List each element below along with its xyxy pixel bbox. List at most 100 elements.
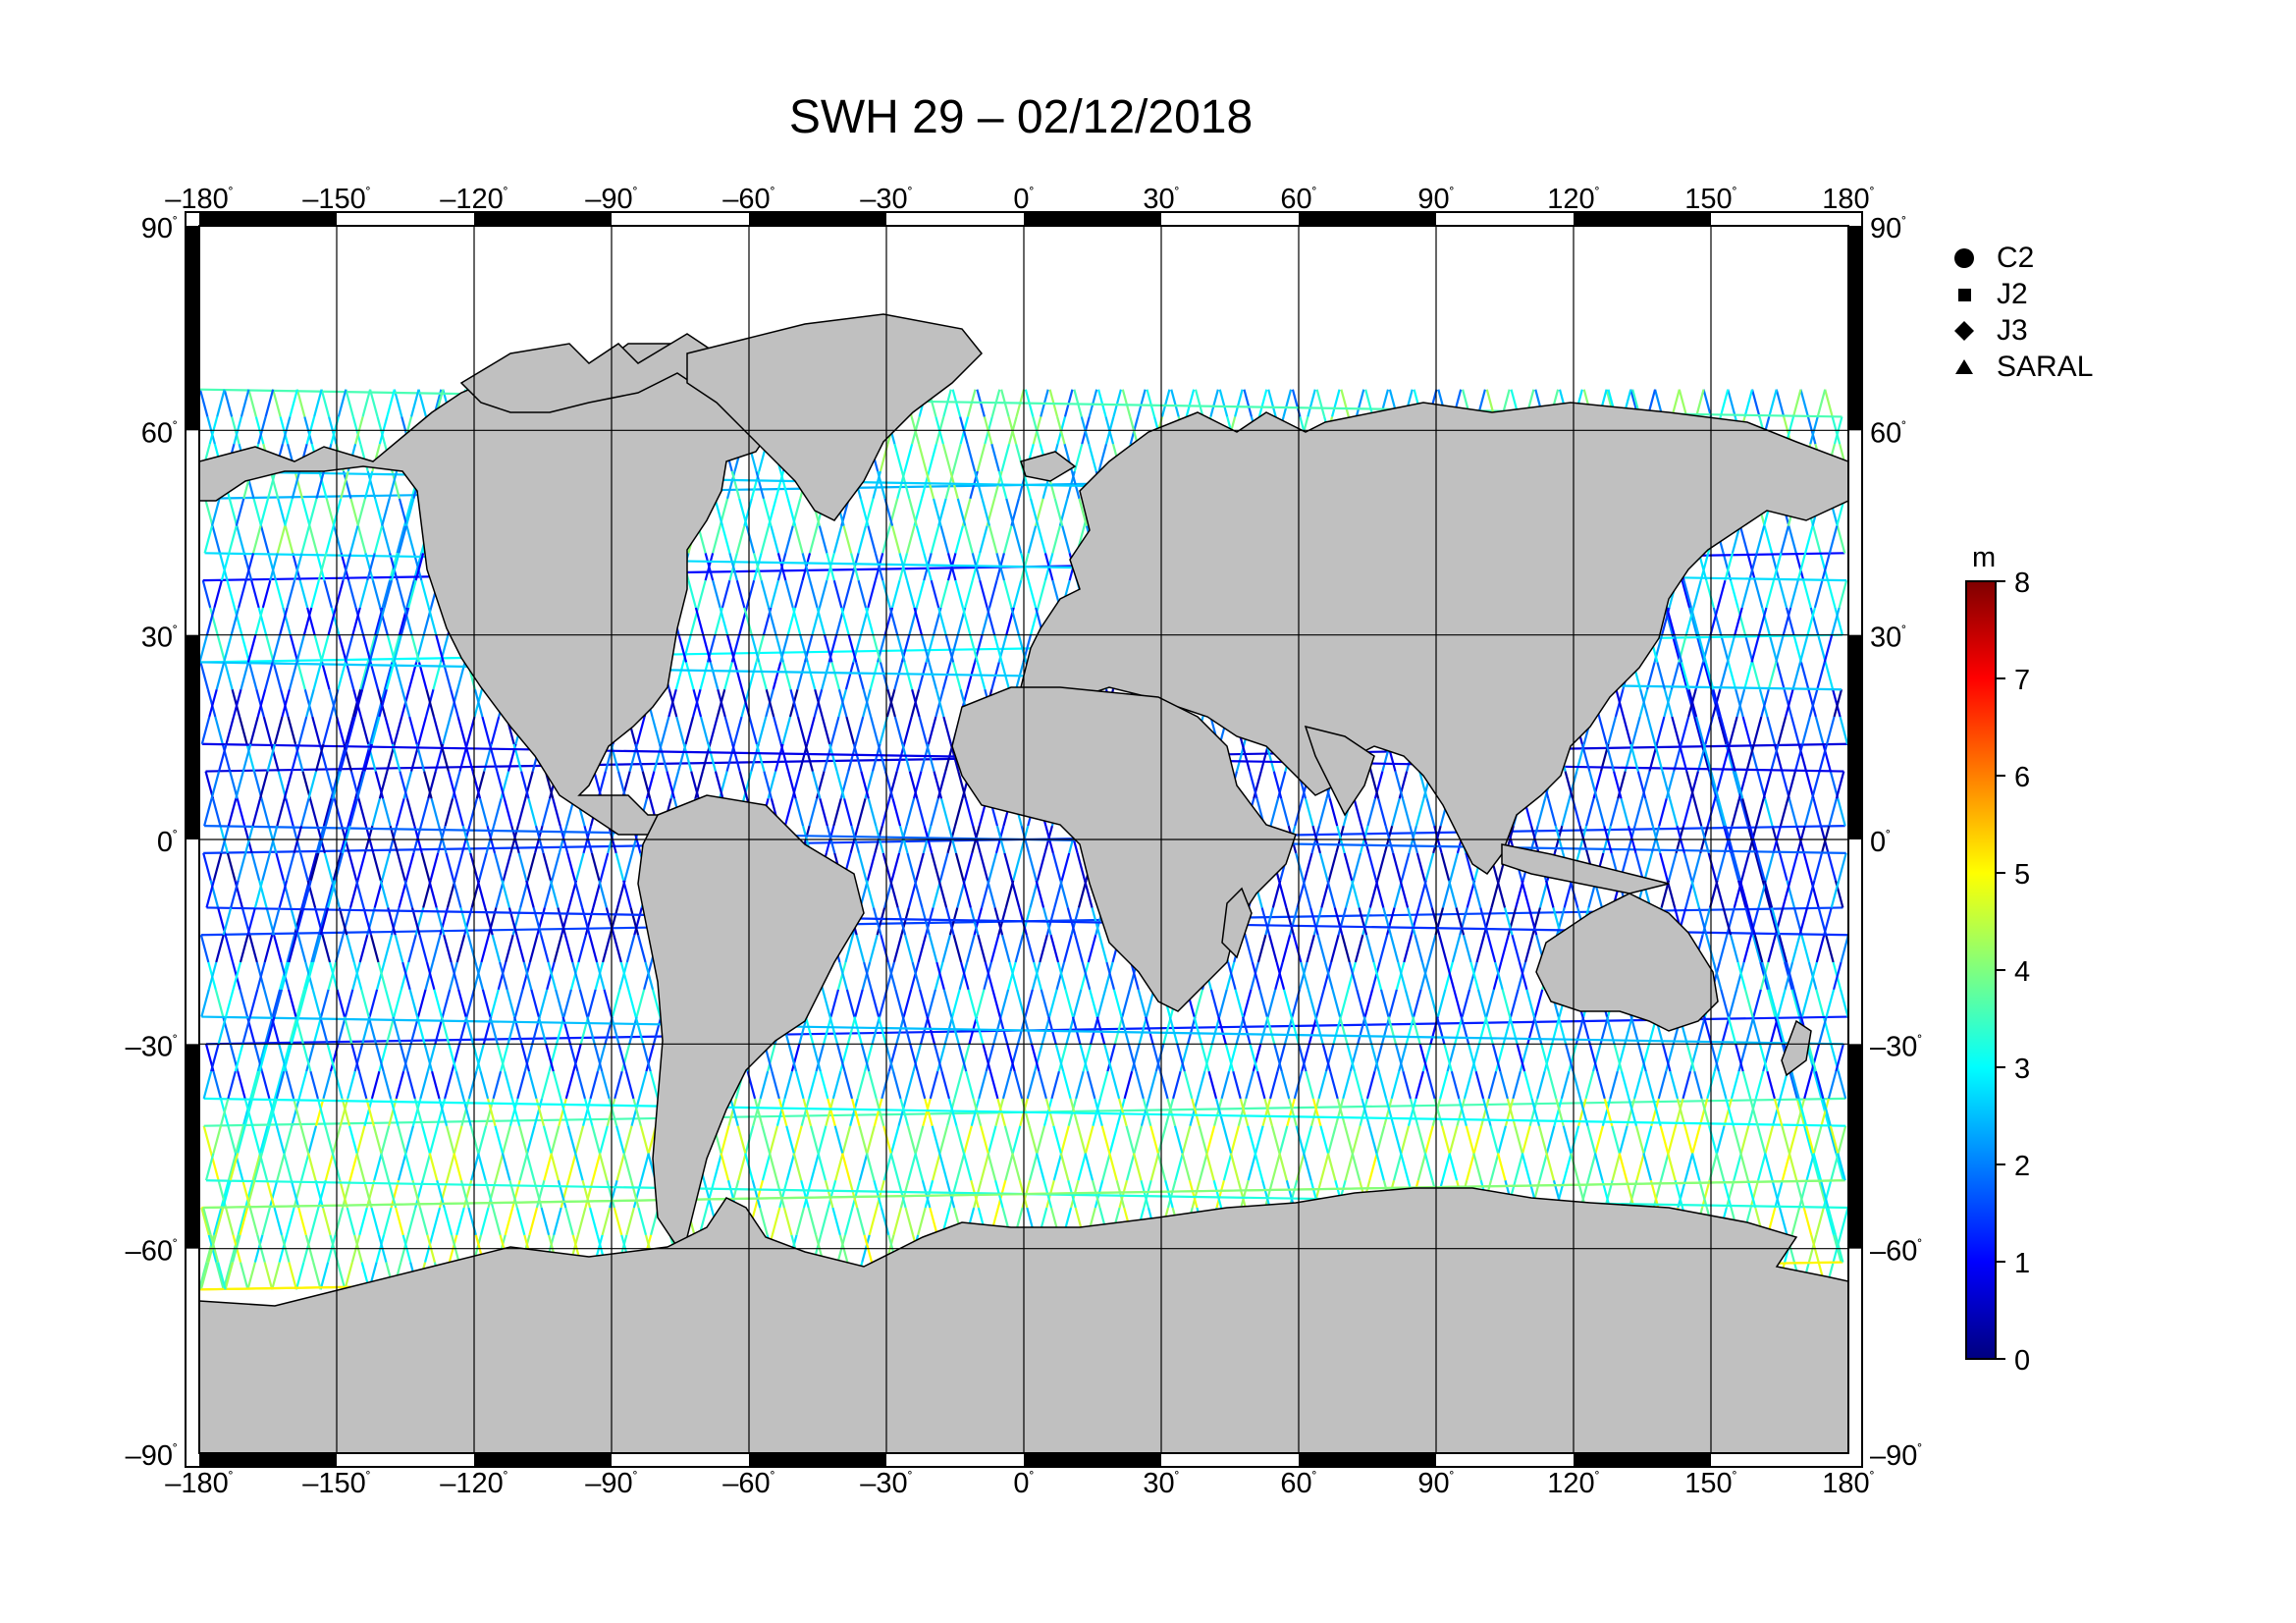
track-segment — [852, 743, 863, 772]
lon-tick-label: 150˚ — [1684, 184, 1736, 215]
frame-segment — [1848, 1044, 1862, 1249]
track-segment — [937, 880, 948, 908]
track-segment — [1074, 934, 1084, 963]
track-segment — [1462, 934, 1472, 963]
track-segment — [1763, 525, 1774, 554]
track-segment — [382, 1070, 393, 1100]
track-segment — [220, 1179, 230, 1209]
track-segment — [259, 1125, 269, 1154]
track-segment — [499, 961, 508, 991]
track-segment — [548, 1044, 559, 1072]
track-segment — [365, 1098, 375, 1126]
track-segment — [240, 389, 250, 417]
track-segment — [402, 1044, 412, 1072]
track-segment — [1237, 1098, 1248, 1126]
track-segment — [1605, 743, 1616, 772]
track-segment — [1261, 1098, 1272, 1126]
track-segment — [405, 579, 415, 609]
track-segment — [293, 1179, 303, 1209]
track-segment — [231, 688, 241, 718]
track-segment — [263, 989, 273, 1017]
track-segment — [479, 1207, 490, 1236]
track-segment — [583, 1098, 594, 1126]
track-segment — [259, 771, 269, 799]
track-segment — [1807, 1044, 1817, 1072]
track-segment — [259, 498, 270, 526]
track-segment — [1570, 1125, 1580, 1154]
track-segment — [1036, 1125, 1046, 1154]
track-segment — [1273, 1044, 1283, 1072]
track-segment — [940, 1070, 950, 1100]
track-segment — [268, 1179, 279, 1209]
track-segment — [1764, 1153, 1774, 1181]
track-segment — [770, 525, 779, 554]
track-segment — [1055, 961, 1066, 991]
track-segment — [1678, 389, 1688, 417]
track-segment — [957, 1044, 968, 1072]
track-segment — [677, 634, 688, 663]
track-segment — [1289, 907, 1299, 936]
track-segment — [243, 1098, 254, 1126]
track-segment — [779, 743, 790, 772]
track-segment — [911, 688, 921, 718]
track-segment — [1404, 989, 1415, 1017]
track-segment — [601, 1070, 611, 1100]
track-segment — [1112, 989, 1123, 1017]
track-segment — [362, 634, 372, 663]
track-segment — [824, 1179, 834, 1209]
track-segment — [891, 798, 902, 827]
track-segment — [1838, 579, 1848, 609]
track-segment — [1475, 934, 1486, 963]
track-segment — [800, 1098, 811, 1126]
track-segment — [1106, 1044, 1116, 1072]
track-segment — [465, 989, 476, 1017]
track-segment — [292, 553, 301, 581]
track-segment — [1239, 1098, 1250, 1126]
track-segment — [809, 1125, 820, 1154]
track-segment — [614, 852, 625, 881]
track-segment — [505, 934, 514, 963]
track-segment — [1788, 798, 1798, 827]
track-segment — [1367, 852, 1377, 881]
track-segment — [855, 934, 866, 963]
track-segment — [1120, 1016, 1130, 1045]
track-segment — [939, 579, 950, 609]
track-segment — [400, 607, 410, 635]
track-segment — [237, 852, 247, 881]
track-segment — [406, 1207, 417, 1236]
track-segment — [951, 989, 961, 1017]
track-segment — [288, 1016, 298, 1045]
track-segment — [867, 579, 877, 609]
track-segment — [247, 662, 258, 690]
track-segment — [1743, 634, 1754, 663]
track-segment — [845, 989, 856, 1017]
track-segment — [237, 1070, 246, 1100]
track-segment — [1828, 798, 1838, 827]
track-segment — [279, 607, 289, 635]
track-segment — [721, 525, 731, 554]
frame-segment — [1574, 212, 1711, 226]
track-segment — [1376, 852, 1386, 881]
track-segment — [216, 634, 227, 663]
track-segment — [1081, 961, 1092, 991]
track-segment — [1369, 771, 1380, 799]
track-segment — [642, 1044, 652, 1072]
track-segment — [1678, 743, 1688, 772]
track-segment — [1251, 961, 1261, 991]
track-segment — [342, 1179, 351, 1209]
track-segment — [1825, 1207, 1836, 1236]
track-segment — [727, 1098, 737, 1126]
track-segment — [1744, 1016, 1755, 1045]
track-segment — [296, 662, 306, 690]
track-segment — [1363, 989, 1374, 1017]
track-segment — [826, 553, 835, 581]
track-segment — [1463, 1070, 1473, 1100]
track-segment — [806, 662, 817, 690]
track-segment — [297, 1070, 308, 1100]
track-segment — [314, 1179, 325, 1209]
track-segment — [342, 470, 352, 500]
track-segment — [1699, 553, 1710, 581]
track-segment — [1303, 1125, 1313, 1154]
track-segment — [964, 579, 974, 609]
track-segment — [956, 498, 967, 526]
